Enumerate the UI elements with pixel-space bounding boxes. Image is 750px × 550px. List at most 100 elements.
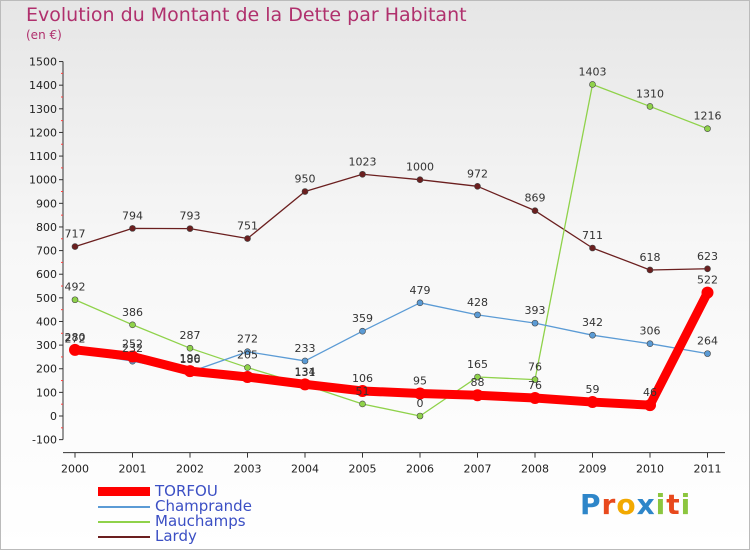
data-point xyxy=(531,376,539,383)
data-label: 106 xyxy=(352,372,373,385)
data-label: 190 xyxy=(180,352,201,365)
chart-legend: TORFOU Champrande Mauchamps Lardy xyxy=(98,484,252,544)
data-label: 618 xyxy=(640,251,661,264)
data-label: 280 xyxy=(65,331,86,344)
data-label: 233 xyxy=(295,342,316,355)
data-label: 134 xyxy=(295,365,316,378)
legend-label: Champrande xyxy=(155,497,252,515)
x-tick-label: 2006 xyxy=(406,463,434,476)
data-point xyxy=(589,81,596,88)
data-point xyxy=(474,373,481,381)
data-point xyxy=(186,225,194,232)
proxiti-logo: Proxiti xyxy=(580,488,692,521)
y-tick-label: 1000 xyxy=(29,174,57,187)
data-point xyxy=(704,125,711,132)
data-label: 492 xyxy=(65,281,86,294)
data-point xyxy=(301,357,309,365)
data-point xyxy=(301,188,309,195)
data-point xyxy=(644,399,656,412)
y-tick-label: 400 xyxy=(36,315,57,328)
data-point xyxy=(646,103,654,110)
data-point xyxy=(184,365,196,378)
data-label: 95 xyxy=(413,375,427,388)
x-tick-label: 2003 xyxy=(234,463,262,476)
data-label: 393 xyxy=(525,304,546,317)
legend-swatch xyxy=(98,487,150,496)
data-label: 1310 xyxy=(636,87,664,100)
series-line-torfou xyxy=(70,288,712,410)
legend-swatch xyxy=(98,520,150,523)
data-point xyxy=(359,170,366,178)
chart-axes: -100 0 100 200 300 400 500 600 700 800 900 1000 1100… xyxy=(29,56,725,476)
y-tick-label: 0 xyxy=(50,410,57,423)
data-point xyxy=(474,311,481,319)
data-label: 76 xyxy=(528,379,542,392)
data-label: 950 xyxy=(295,173,316,186)
chart-title: Evolution du Montant de la Dette par Hab… xyxy=(26,4,467,26)
data-point xyxy=(241,371,254,384)
data-label: 793 xyxy=(180,210,201,223)
data-label: 51 xyxy=(356,385,370,398)
data-label: 165 xyxy=(467,358,488,371)
x-tick-label: 2009 xyxy=(579,463,607,476)
x-tick-label: 2001 xyxy=(119,463,147,476)
legend-item-mauchamps: Mauchamps xyxy=(98,514,252,529)
data-label: 972 xyxy=(467,167,488,180)
data-point xyxy=(416,299,424,307)
y-tick-label: -100 xyxy=(32,434,57,447)
y-tick-label: 500 xyxy=(36,292,57,305)
legend-label: Lardy xyxy=(155,527,197,545)
data-point xyxy=(126,350,139,363)
data-point xyxy=(471,389,484,402)
data-point xyxy=(71,296,79,304)
data-point xyxy=(414,387,426,400)
x-tick-label: 2007 xyxy=(464,463,492,476)
x-tick-label: 2002 xyxy=(176,463,204,476)
y-tick-label: 1300 xyxy=(29,103,57,116)
chart-data-labels: 280 252 190 134 106 95 88 76 59 46 522 272 232 186 272… xyxy=(65,65,722,410)
data-label: 46 xyxy=(643,386,657,399)
x-tick-label: 2008 xyxy=(521,463,549,476)
x-tick-label: 2011 xyxy=(694,463,722,476)
y-tick-label: 300 xyxy=(36,339,57,352)
data-point xyxy=(244,235,251,242)
data-point xyxy=(299,378,311,391)
data-label: 359 xyxy=(352,312,373,325)
data-label: 1000 xyxy=(406,161,434,174)
data-label: 287 xyxy=(180,329,201,342)
data-point xyxy=(589,331,596,339)
data-label: 717 xyxy=(65,228,86,241)
data-point xyxy=(646,266,654,274)
data-label: 1403 xyxy=(579,65,607,78)
data-label: 428 xyxy=(467,296,488,309)
legend-swatch xyxy=(98,535,150,538)
data-label: 869 xyxy=(525,192,546,205)
data-label: 711 xyxy=(582,229,603,242)
data-label: 232 xyxy=(122,342,143,355)
data-point xyxy=(416,412,424,420)
y-tick-label: 1400 xyxy=(29,79,57,92)
legend-item-champrande: Champrande xyxy=(98,499,252,514)
y-tick-label: 200 xyxy=(36,363,57,376)
data-label: 264 xyxy=(697,335,718,348)
data-point xyxy=(244,348,251,356)
data-label: 751 xyxy=(237,220,258,233)
series-line-mauchamps xyxy=(74,83,709,417)
data-label: 0 xyxy=(417,397,424,410)
data-point xyxy=(586,396,599,409)
x-tick-label: 2004 xyxy=(291,463,319,476)
data-point xyxy=(589,244,596,252)
data-point xyxy=(244,364,251,371)
data-point xyxy=(416,176,424,183)
data-label: 479 xyxy=(410,284,431,297)
data-point xyxy=(704,350,711,357)
legend-item-lardy: Lardy xyxy=(98,529,252,544)
data-point xyxy=(704,265,711,273)
data-point xyxy=(69,343,81,356)
data-label: 1023 xyxy=(349,155,377,168)
y-tick-label: 1500 xyxy=(29,56,57,69)
data-label: 272 xyxy=(65,333,86,346)
chart-subtitle: (en €) xyxy=(26,28,62,42)
